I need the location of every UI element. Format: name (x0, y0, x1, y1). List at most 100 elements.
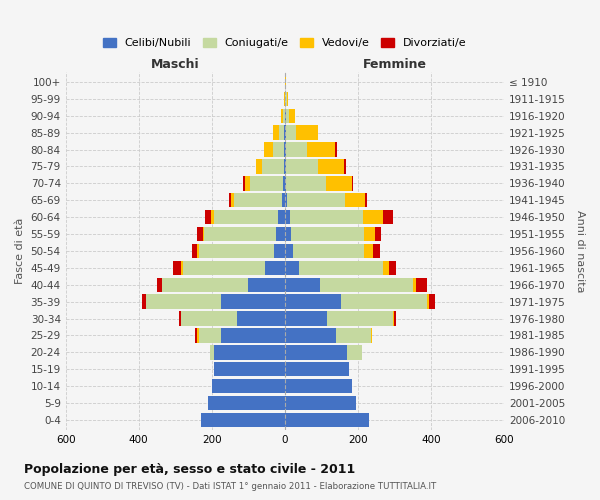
Bar (221, 294, 285, 309)
Bar (336, 328, 371, 342)
Bar (264, 142, 273, 156)
Bar (285, 210, 290, 224)
Legend: Celibi/Nubili, Coniugati/e, Vedovi/e, Divorziati/e: Celibi/Nubili, Coniugati/e, Vedovi/e, Di… (103, 38, 467, 48)
Bar (197, 328, 199, 342)
Bar (352, 176, 353, 190)
Bar (273, 126, 278, 140)
Bar (347, 345, 362, 360)
Bar (285, 244, 293, 258)
Bar (286, 108, 289, 123)
Bar (212, 379, 285, 394)
Bar (290, 210, 364, 224)
Text: COMUNE DI QUINTO DI TREVISO (TV) - Dati ISTAT 1° gennaio 2011 - Elaborazione TUT: COMUNE DI QUINTO DI TREVISO (TV) - Dati … (24, 482, 436, 491)
Bar (283, 108, 285, 123)
Bar (214, 345, 285, 360)
Bar (197, 227, 203, 241)
Bar (146, 294, 221, 309)
Bar (210, 345, 214, 360)
Bar (205, 227, 275, 241)
Bar (211, 210, 214, 224)
Bar (285, 413, 369, 427)
Bar (285, 278, 320, 292)
Bar (345, 193, 365, 208)
Bar (205, 210, 211, 224)
Bar (142, 294, 146, 309)
Bar (238, 312, 285, 326)
Bar (262, 160, 284, 173)
Text: Maschi: Maschi (151, 58, 200, 71)
Bar (326, 176, 352, 190)
Bar (344, 160, 346, 173)
Bar (285, 362, 349, 376)
Bar (214, 210, 278, 224)
Bar (416, 278, 427, 292)
Bar (248, 278, 285, 292)
Bar (283, 176, 285, 190)
Bar (371, 328, 373, 342)
Bar (235, 193, 282, 208)
Bar (285, 396, 356, 410)
Bar (285, 345, 347, 360)
Bar (429, 294, 434, 309)
Bar (285, 92, 287, 106)
Bar (286, 142, 307, 156)
Bar (285, 260, 299, 275)
Bar (196, 328, 197, 342)
Bar (182, 260, 265, 275)
Bar (163, 278, 248, 292)
Bar (197, 244, 199, 258)
Bar (335, 142, 337, 156)
Bar (296, 126, 319, 140)
Bar (285, 312, 327, 326)
Bar (285, 108, 286, 123)
Bar (256, 160, 262, 173)
Bar (427, 294, 429, 309)
Bar (284, 92, 285, 106)
Bar (243, 176, 245, 190)
Bar (383, 210, 392, 224)
Y-axis label: Fasce di età: Fasce di età (15, 218, 25, 284)
Bar (281, 108, 283, 123)
Bar (293, 244, 364, 258)
Bar (181, 312, 238, 326)
Bar (389, 260, 396, 275)
Bar (191, 244, 197, 258)
Bar (285, 379, 352, 394)
Bar (364, 227, 376, 241)
Bar (285, 142, 286, 156)
Bar (320, 278, 413, 292)
Bar (285, 193, 287, 208)
Bar (275, 227, 285, 241)
Bar (157, 278, 163, 292)
Bar (285, 176, 286, 190)
Bar (286, 160, 319, 173)
Bar (373, 244, 380, 258)
Bar (364, 210, 383, 224)
Bar (208, 396, 285, 410)
Bar (199, 328, 221, 342)
Bar (181, 260, 182, 275)
Bar (273, 142, 284, 156)
Bar (286, 126, 296, 140)
Bar (282, 193, 285, 208)
Bar (289, 108, 295, 123)
Bar (285, 160, 286, 173)
Bar (231, 193, 235, 208)
Bar (376, 227, 381, 241)
Bar (221, 328, 285, 342)
Bar (201, 413, 285, 427)
Bar (203, 227, 205, 241)
Bar (250, 176, 283, 190)
Bar (383, 260, 389, 275)
Bar (284, 126, 285, 140)
Bar (214, 362, 285, 376)
Bar (284, 160, 285, 173)
Bar (307, 142, 335, 156)
Bar (285, 294, 341, 309)
Bar (278, 210, 285, 224)
Bar (299, 260, 383, 275)
Bar (292, 227, 364, 241)
Bar (173, 260, 181, 275)
Bar (365, 193, 367, 208)
Bar (413, 278, 416, 292)
